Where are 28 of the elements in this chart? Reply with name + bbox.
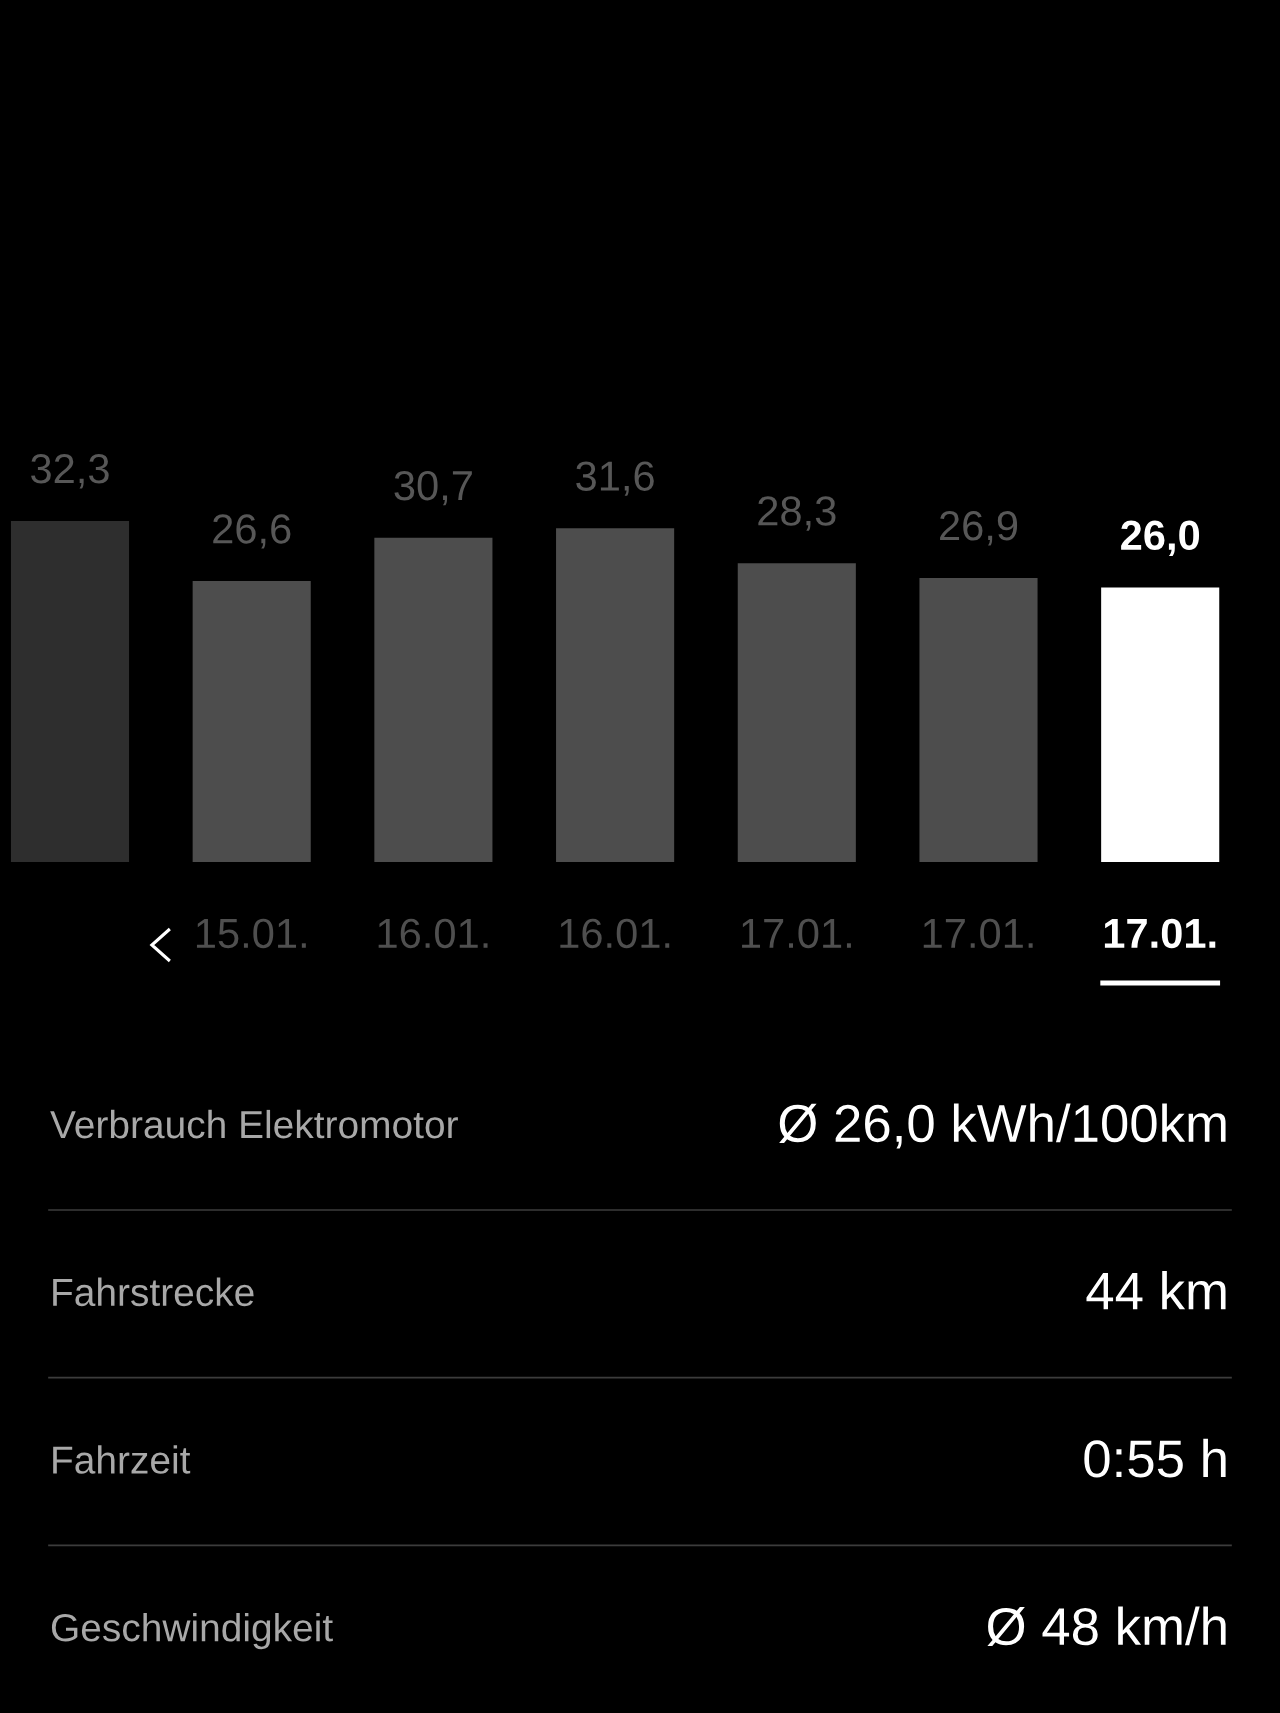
text: Ø 48 km/h: [987, 1606, 1226, 1647]
text: Fahrzeit: [53, 1445, 191, 1474]
bar: [10, 520, 130, 862]
data-label: 28,3: [758, 496, 836, 531]
x-tick-label: 15.01.: [196, 918, 306, 949]
text: Ø 26,0 kWh/100km: [779, 1103, 1226, 1149]
text: Verbrauch Elektromotor: [50, 1109, 458, 1139]
data-label: 30,7: [394, 470, 472, 506]
text: Fahrstrecke: [53, 1277, 254, 1307]
text: 0:55 h: [1084, 1438, 1226, 1478]
data-label: 26,6: [213, 514, 291, 549]
data-label: 26,0: [1121, 520, 1200, 557]
text: Geschwindigkeit: [51, 1612, 333, 1650]
bar: [737, 563, 856, 862]
x-tick-label: 17.01.: [742, 918, 851, 949]
bar: [556, 528, 675, 862]
x-tick-label: 17.01.: [923, 918, 1033, 949]
bar: [919, 577, 1038, 862]
data-label: 31,6: [576, 461, 654, 496]
bar: [192, 581, 311, 862]
text: 44 km: [1086, 1271, 1226, 1310]
x-tick-label: 16.01.: [378, 918, 488, 949]
data-label: 26,9: [940, 511, 1018, 546]
bar: [1101, 587, 1220, 862]
bar: [374, 537, 493, 862]
x-tick-label: 17.01.: [1104, 918, 1216, 949]
x-tick-label: 16.01.: [560, 918, 670, 949]
data-label: 32,3: [31, 454, 109, 489]
